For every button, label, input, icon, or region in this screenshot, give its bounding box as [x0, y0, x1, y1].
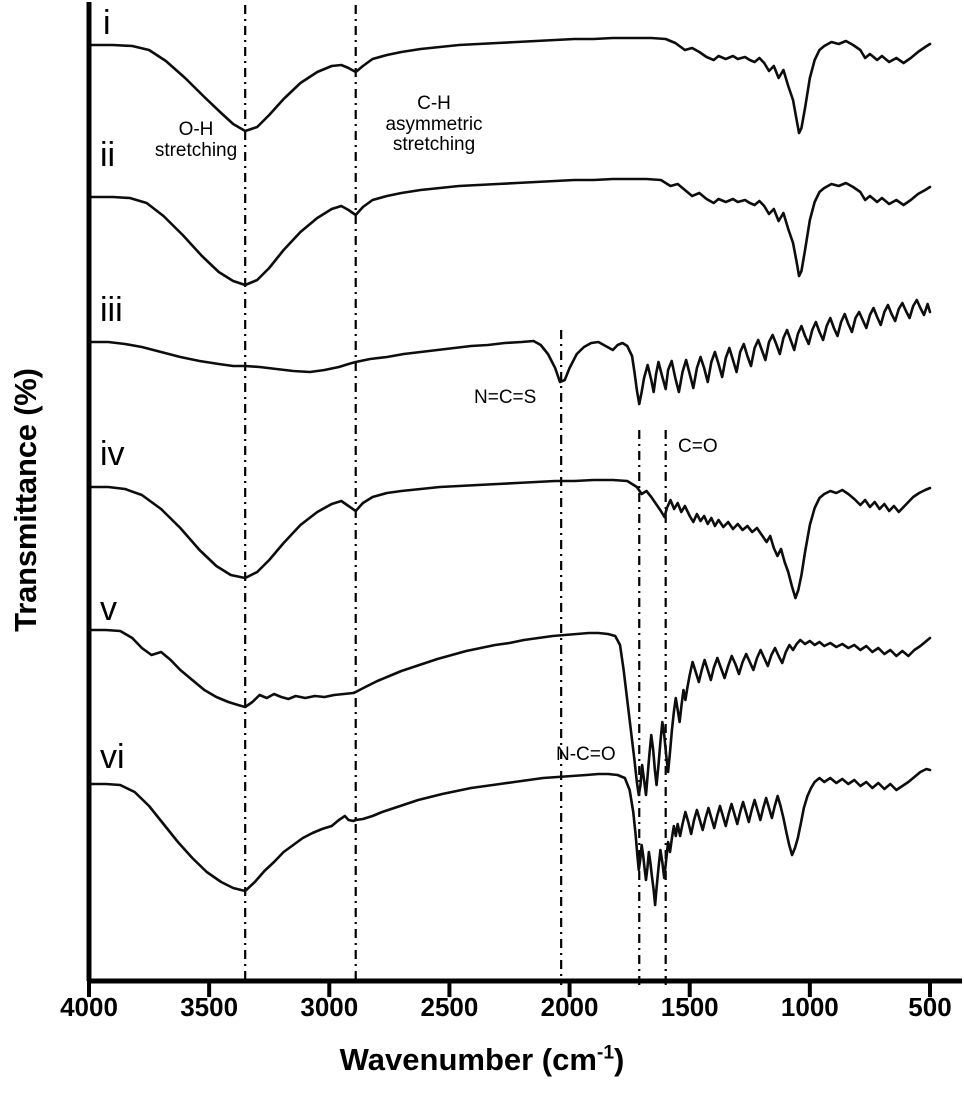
co-label: C=O	[678, 436, 718, 457]
x-axis-label-superscript: -1	[596, 1042, 614, 1064]
series-tag-i: i	[103, 4, 111, 42]
x-axis-tick-labels: 4000 3500 3000 2500 2000 1500 1000 500	[0, 992, 964, 1032]
spectrum-line-ii	[87, 177, 932, 287]
spectra-svg	[86, 2, 962, 997]
spectrum-line-iii	[87, 298, 932, 406]
x-axis-label-tail: )	[614, 1042, 625, 1077]
x-tick-label-3500: 3500	[180, 992, 239, 1022]
x-tick-label-500: 500	[908, 992, 952, 1022]
x-tick-label-1000: 1000	[780, 992, 839, 1022]
x-tick-label-2500: 2500	[420, 992, 479, 1022]
series-tag-vi: vi	[100, 738, 125, 776]
series-tag-iii: iii	[100, 291, 123, 329]
spectrum-line-i	[87, 36, 932, 135]
ncs-label: N=C=S	[474, 387, 537, 408]
series-tag-ii: ii	[100, 136, 116, 174]
x-tick-label-3000: 3000	[300, 992, 359, 1022]
series-tag-v: v	[100, 590, 117, 628]
x-tick-label-1500: 1500	[660, 992, 719, 1022]
series-tag-iv: iv	[100, 435, 125, 473]
spectrum-line-iv	[87, 478, 932, 600]
x-tick-label-2000: 2000	[540, 992, 599, 1022]
oh-stretching: O-H stretching	[154, 119, 238, 161]
plot-area	[86, 2, 962, 997]
spectrum-line-v	[87, 628, 932, 797]
ch-asym-stretching: C-H asymmetric stretching	[385, 93, 483, 156]
x-tick-label-4000: 4000	[60, 992, 118, 1022]
x-axis-label-text: Wavenumber (cm	[339, 1042, 597, 1077]
nco-label: N-C=O	[556, 744, 616, 765]
x-axis-label: Wavenumber (cm-1)	[0, 1042, 964, 1078]
spectrum-line-vi	[87, 767, 932, 907]
